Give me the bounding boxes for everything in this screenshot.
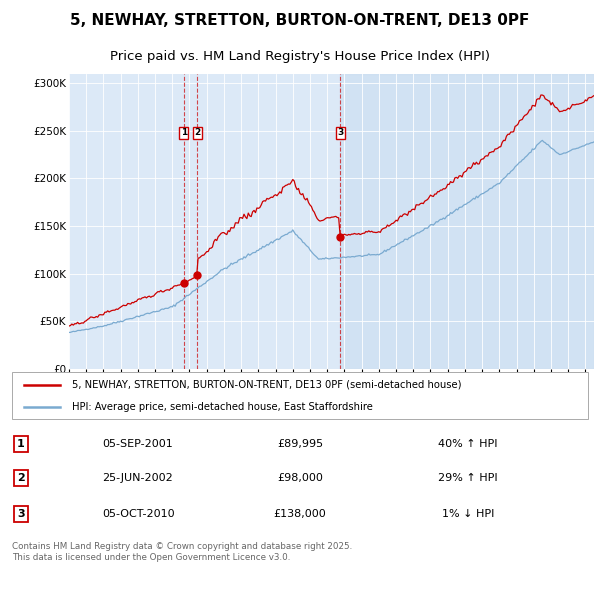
Text: 2: 2 <box>17 473 25 483</box>
Text: Price paid vs. HM Land Registry's House Price Index (HPI): Price paid vs. HM Land Registry's House … <box>110 50 490 63</box>
Text: 3: 3 <box>17 509 25 519</box>
Text: 40% ↑ HPI: 40% ↑ HPI <box>438 440 498 449</box>
Text: HPI: Average price, semi-detached house, East Staffordshire: HPI: Average price, semi-detached house,… <box>72 402 373 412</box>
Text: 1% ↓ HPI: 1% ↓ HPI <box>442 509 494 519</box>
Text: 05-SEP-2001: 05-SEP-2001 <box>102 440 173 449</box>
Text: 5, NEWHAY, STRETTON, BURTON-ON-TRENT, DE13 0PF: 5, NEWHAY, STRETTON, BURTON-ON-TRENT, DE… <box>70 13 530 28</box>
Text: 5, NEWHAY, STRETTON, BURTON-ON-TRENT, DE13 0PF (semi-detached house): 5, NEWHAY, STRETTON, BURTON-ON-TRENT, DE… <box>72 380 461 389</box>
Text: £89,995: £89,995 <box>277 440 323 449</box>
Text: £98,000: £98,000 <box>277 473 323 483</box>
Text: 25-JUN-2002: 25-JUN-2002 <box>102 473 173 483</box>
Bar <box>340 74 594 369</box>
Text: 1: 1 <box>181 128 187 137</box>
Text: £138,000: £138,000 <box>274 509 326 519</box>
Text: Contains HM Land Registry data © Crown copyright and database right 2025.
This d: Contains HM Land Registry data © Crown c… <box>12 542 352 562</box>
Text: 29% ↑ HPI: 29% ↑ HPI <box>438 473 498 483</box>
Text: 2: 2 <box>194 128 200 137</box>
Text: 1: 1 <box>17 440 25 449</box>
Text: 3: 3 <box>337 128 343 137</box>
Text: 05-OCT-2010: 05-OCT-2010 <box>102 509 175 519</box>
